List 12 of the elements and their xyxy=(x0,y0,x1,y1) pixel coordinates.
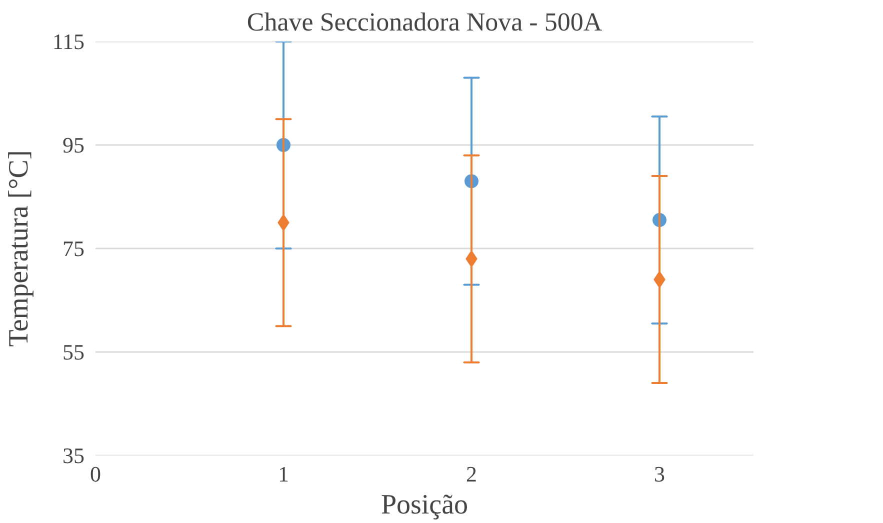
y-tick-label: 75 xyxy=(62,236,84,261)
x-tick-label: 2 xyxy=(466,462,477,486)
y-tick-label: 35 xyxy=(62,443,84,468)
chart-title: Chave Seccionadora Nova - 500A xyxy=(246,8,602,36)
x-tick-label: 0 xyxy=(90,462,101,486)
y-axis-title: Temperatura [°C] xyxy=(3,150,34,347)
y-tick-label: 95 xyxy=(62,132,84,158)
y-tick-label: 55 xyxy=(62,340,84,364)
x-tick-label: 1 xyxy=(278,462,289,486)
x-axis-title: Posição xyxy=(380,490,468,520)
y-tick-label: 115 xyxy=(52,29,85,54)
x-tick-label: 3 xyxy=(654,462,665,486)
